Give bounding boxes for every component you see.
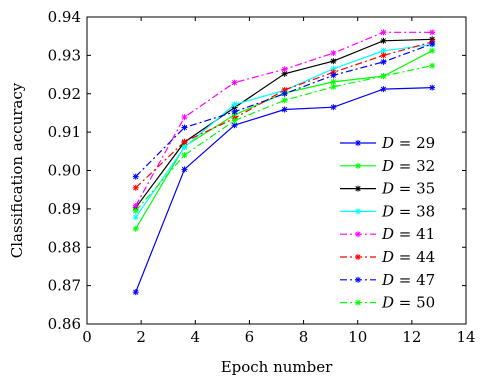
y-tick-label: 0.90 — [48, 162, 81, 180]
data-point — [330, 72, 337, 79]
legend-marker — [355, 185, 361, 192]
legend-label: D = 50 — [381, 294, 435, 312]
x-tick-label: 4 — [191, 328, 201, 346]
data-point — [380, 37, 387, 44]
legend-label: D = 29 — [381, 134, 435, 152]
legend-entry-7: D = 50 — [340, 294, 435, 312]
data-point — [380, 52, 387, 59]
data-point — [281, 86, 288, 93]
data-point — [429, 62, 436, 69]
data-point — [181, 124, 188, 131]
data-point — [429, 84, 436, 91]
data-point — [132, 225, 139, 232]
x-tick-label: 0 — [82, 328, 92, 346]
data-point — [281, 97, 288, 104]
data-point — [330, 104, 337, 111]
data-point — [429, 29, 436, 36]
y-tick-label: 0.93 — [48, 46, 81, 64]
x-tick-label: 10 — [348, 328, 367, 346]
y-tick-label: 0.87 — [48, 277, 81, 295]
legend-entry-5: D = 44 — [340, 248, 435, 266]
legend-marker — [355, 254, 361, 260]
y-tick-label: 0.94 — [48, 8, 81, 26]
x-tick-label: 14 — [456, 328, 475, 346]
data-point — [181, 138, 188, 145]
legend-entry-4: D = 41 — [340, 225, 435, 243]
data-point — [181, 166, 188, 173]
data-point — [380, 29, 387, 36]
x-tick-label: 2 — [136, 328, 146, 346]
plot-area — [132, 29, 436, 296]
x-axis-title: Epoch number — [221, 358, 333, 376]
data-point — [132, 184, 139, 191]
legend-label: D = 47 — [381, 271, 435, 289]
legend-entry-2: D = 35 — [340, 180, 435, 198]
y-tick-label: 0.92 — [48, 85, 81, 103]
legend-marker — [355, 299, 361, 306]
axis-ticks: 0 2 4 6 8 10 12 14 0.86 0.87 0.88 0.89 0.90 0.91 0.92 0… — [48, 8, 476, 346]
legend-label: D = 44 — [381, 248, 435, 266]
legend-label: D = 38 — [381, 202, 435, 220]
data-point — [231, 101, 238, 108]
data-point — [380, 86, 387, 93]
data-point — [132, 289, 139, 296]
data-point — [231, 108, 238, 115]
y-tick-label: 0.88 — [48, 238, 81, 256]
data-point — [231, 79, 238, 86]
data-point — [281, 66, 288, 73]
legend-entry-3: D = 38 — [340, 202, 435, 220]
data-point — [380, 58, 387, 65]
data-point — [231, 117, 238, 124]
legend-marker — [355, 162, 361, 169]
data-point — [181, 144, 188, 151]
data-point — [132, 214, 139, 221]
legend-entry-6: D = 47 — [340, 271, 435, 289]
data-point — [132, 173, 139, 180]
legend-entry-1: D = 32 — [340, 157, 435, 175]
data-point — [281, 90, 288, 97]
legend-marker — [355, 208, 361, 215]
y-tick-label: 0.91 — [48, 123, 81, 141]
data-point — [429, 40, 436, 47]
legend: D = 29 D = 32 D = 35 D = 38 D = 41 D = 44 D = … — [340, 134, 435, 312]
legend-label: D = 41 — [381, 225, 435, 243]
data-point — [181, 152, 188, 159]
data-point — [330, 58, 337, 65]
x-tick-label: 6 — [245, 328, 255, 346]
y-axis-title: Classification accuracy — [8, 82, 26, 258]
data-point — [330, 83, 337, 90]
data-point — [380, 47, 387, 54]
legend-marker — [355, 140, 361, 146]
legend-label: D = 32 — [381, 157, 435, 175]
data-point — [132, 207, 139, 214]
legend-entry-0: D = 29 — [340, 134, 435, 152]
x-tick-label: 12 — [402, 328, 421, 346]
legend-label: D = 35 — [381, 180, 435, 198]
data-point — [281, 106, 288, 113]
x-tick-label: 8 — [299, 328, 309, 346]
data-point — [380, 73, 387, 80]
y-tick-label: 0.86 — [48, 315, 81, 333]
data-point — [330, 50, 337, 57]
legend-marker — [355, 276, 361, 283]
data-point — [181, 114, 188, 121]
legend-marker — [355, 231, 361, 238]
y-tick-label: 0.89 — [48, 200, 81, 218]
data-point — [429, 47, 436, 54]
